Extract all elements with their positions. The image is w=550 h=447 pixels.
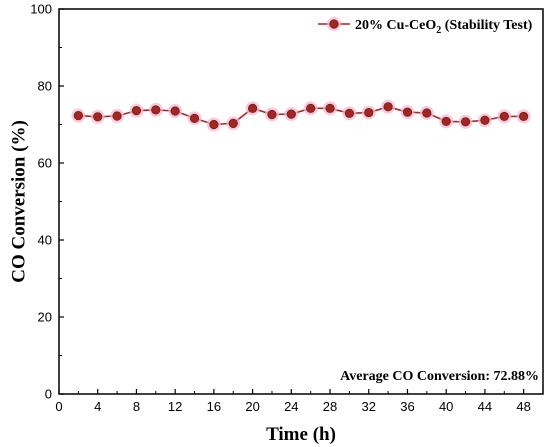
x-tick-label: 44 [478, 399, 492, 414]
data-point [228, 118, 238, 128]
plot-border [58, 8, 544, 395]
data-point [112, 111, 122, 121]
x-tick-label: 24 [284, 399, 298, 414]
y-tick-label: 80 [38, 79, 52, 94]
average-annotation: Average CO Conversion: 72.88% [340, 369, 539, 384]
data-point [344, 108, 354, 118]
legend: 20% Cu-CeO2 (Stability Test) [318, 17, 533, 36]
x-tick-label: 4 [94, 399, 101, 414]
x-tick-label: 8 [133, 399, 140, 414]
series-line [78, 105, 524, 126]
data-point [402, 107, 413, 117]
x-tick-label: 36 [400, 399, 414, 414]
x-tick-label: 32 [362, 399, 376, 414]
data-point [93, 112, 103, 122]
x-tick-label: 0 [55, 399, 62, 414]
data-point [325, 103, 335, 113]
x-tick-label: 40 [439, 399, 453, 414]
legend-series-suffix: (Stability Test) [441, 18, 532, 33]
legend-label: 20% Cu-CeO2 (Stability Test) [355, 18, 533, 36]
data-point [441, 116, 451, 127]
series-layer [71, 99, 531, 132]
y-axis-title: CO Conversion (%) [8, 120, 29, 283]
data-point [267, 109, 277, 120]
data-point [151, 105, 161, 115]
x-axis-title: Time (h) [266, 424, 336, 445]
y-tick-label: 60 [38, 156, 52, 171]
y-tick-label: 40 [38, 233, 52, 248]
data-point [248, 103, 258, 113]
legend-series-name: 20% Cu-CeO [355, 18, 436, 33]
legend-marker [329, 19, 339, 29]
data-point [460, 117, 471, 127]
data-point [383, 102, 393, 112]
x-tick-label: 48 [516, 399, 530, 414]
data-point [519, 111, 529, 122]
data-point [306, 103, 316, 113]
x-tick-label: 28 [323, 399, 337, 414]
data-point [189, 113, 200, 123]
data-point [286, 109, 296, 119]
x-tick-label: 20 [245, 399, 259, 414]
data-point [131, 106, 142, 116]
data-point [422, 108, 432, 118]
legend-series-subscript: 2 [436, 25, 441, 36]
data-point [480, 115, 490, 125]
data-point [364, 107, 374, 118]
y-tick-label: 100 [30, 2, 52, 17]
y-tick-label: 20 [38, 310, 52, 325]
data-point [73, 111, 83, 121]
data-point [499, 111, 509, 122]
plot-area [58, 8, 544, 395]
y-tick-label: 0 [45, 387, 52, 402]
data-point [209, 119, 219, 130]
data-point [170, 106, 180, 116]
x-tick-label: 12 [168, 399, 182, 414]
x-tick-label: 16 [207, 399, 221, 414]
